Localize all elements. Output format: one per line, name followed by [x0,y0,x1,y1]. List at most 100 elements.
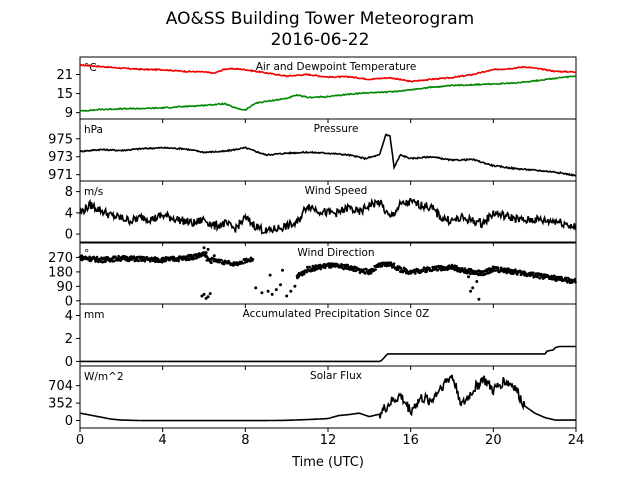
figure-title-line2: 2016-06-22 [271,30,370,50]
scatter-point [463,267,467,270]
x-tick-label: 12 [320,433,337,448]
scatter-point [348,268,352,271]
scatter-point [311,264,315,268]
scatter-point [458,267,461,270]
scatter-point [88,255,91,259]
scatter-point [477,297,481,301]
scatter-point [274,288,278,292]
y-tick-label: 4 [65,309,73,324]
scatter-point [204,251,208,255]
scatter-point [266,289,270,293]
scatter-point [293,284,297,288]
scatter-point [469,289,473,293]
scatter-point [538,276,541,280]
series-line [80,63,576,83]
scatter-point [508,268,511,271]
series-line [80,345,576,363]
scatter-point [104,259,107,263]
scatter-point [227,259,230,263]
scatter-point [254,286,258,290]
scatter-point [285,294,289,298]
y-tick-label: 0 [65,355,73,370]
scatter-point [306,265,309,269]
scatter-point [514,268,517,272]
scatter-point [362,268,365,271]
series-line [79,75,577,113]
scatter-point [206,247,210,251]
scatter-point [475,280,479,283]
scatter-point [143,259,147,263]
scatter-point [392,262,396,266]
x-tick-label: 16 [402,433,419,448]
scatter-point [305,270,309,274]
scatter-point [260,291,264,295]
scatter-point [329,266,333,269]
panel-title: Wind Direction [297,247,374,259]
y-tick-label: 90 [56,280,73,295]
y-tick-label: 21 [56,68,73,83]
x-tick-label: 20 [485,433,502,448]
scatter-point [222,262,226,266]
scatter-point [189,253,193,257]
scatter-points [200,246,526,301]
scatter-point [210,261,213,265]
scatter-point [532,271,535,275]
scatter-point [473,272,476,276]
x-tick-label: 0 [76,433,84,448]
scatter-point [218,261,221,264]
panel-unit-label: °C [84,62,97,74]
scatter-point [308,265,311,269]
scatter-point [425,270,429,273]
y-tick-label: 180 [48,265,73,280]
panel-title: Accumulated Precipitation Since 0Z [243,308,430,320]
panel-unit-label: mm [84,309,104,321]
panel-title: Air and Dewpoint Temperature [256,61,417,73]
y-tick-label: 704 [48,379,73,394]
scatter-point [160,260,164,264]
scatter-point [364,272,367,275]
panel-2: Pressure hPa 971 973 975 [48,118,577,185]
panel-title: Wind Speed [305,185,368,197]
y-tick-label: 8 [65,185,73,200]
scatter-point [270,292,274,296]
y-tick-label: 270 [48,251,73,266]
y-tick-label: 2 [65,332,73,347]
y-tick-label: 0 [65,228,73,243]
x-tick-label: 4 [159,433,167,448]
panel-1: Air and Dewpoint Temperature °C 9 15 21 [56,56,577,123]
scatter-point [289,289,293,293]
series-line [79,133,577,177]
panel-unit-label: ° [84,248,89,260]
y-tick-label: 0 [65,414,73,429]
scatter-point [200,294,204,298]
scatter-point [220,258,223,262]
scatter-point [208,292,212,296]
scatter-point [467,275,470,279]
scatter-point [471,286,475,290]
series-line [79,197,577,235]
x-axis: 0 4 8 12 16 20 24 [76,433,584,448]
x-axis-label: Time (UTC) [291,455,364,470]
scatter-point [208,258,212,261]
scatter-point [279,283,282,287]
scatter-point [491,267,495,271]
y-tick-label: 15 [56,87,73,102]
scatter-point [488,271,492,274]
scatter-point [414,272,417,275]
panel-title: Pressure [314,123,359,135]
scatter-point [97,260,100,264]
scatter-point [177,259,180,263]
panel-unit-label: hPa [84,124,103,136]
scatter-point [502,268,506,272]
y-tick-label: 4 [65,206,73,221]
scatter-point [399,266,403,270]
scatter-point [234,263,238,266]
y-tick-label: 975 [48,132,73,147]
scatter-point [469,272,472,276]
x-tick-label: 8 [241,433,249,448]
panel-6: Solar Flux W/m^2 0 352 704 [48,365,577,432]
scatter-point [202,292,206,296]
y-tick-label: 0 [65,294,73,309]
